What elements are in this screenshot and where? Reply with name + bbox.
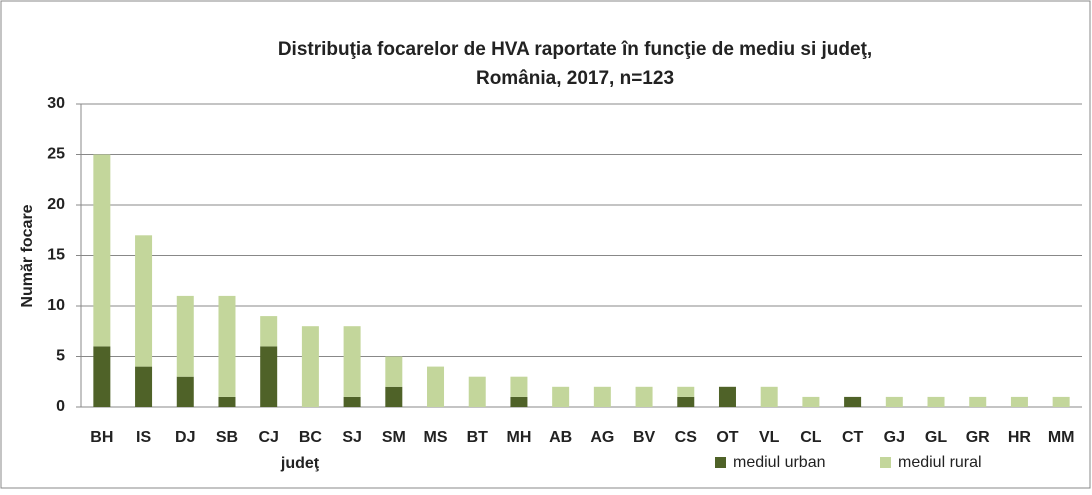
bar-segment: [593, 386, 611, 407]
bar-segment: [218, 295, 236, 397]
bar-segment: [718, 386, 736, 407]
bar-segment: [802, 396, 820, 407]
bar-segment: [218, 396, 236, 407]
x-tick-label: BH: [90, 429, 113, 446]
x-tick-label: DJ: [175, 429, 195, 446]
legend-swatch: [715, 457, 726, 468]
y-tick-label: 20: [47, 196, 65, 213]
x-tick-label: SJ: [342, 429, 362, 446]
x-tick-label: AG: [590, 429, 614, 446]
x-tick-label: OT: [716, 429, 738, 446]
chart-title: România, 2017, n=123: [476, 68, 674, 89]
x-tick-label: CJ: [258, 429, 278, 446]
y-axis-label: Număr focare: [19, 204, 36, 307]
bar-segment: [427, 366, 445, 407]
x-tick-label: VL: [759, 429, 780, 446]
bar-segment: [93, 346, 111, 407]
bar-segment: [760, 386, 778, 407]
bar-segment: [885, 396, 903, 407]
bar-segment: [1052, 396, 1070, 407]
bar-segment: [135, 235, 153, 367]
x-axis-label: judeţ: [280, 455, 320, 472]
x-tick-label: MS: [424, 429, 448, 446]
bar-segment: [385, 386, 403, 407]
bar-segment: [93, 154, 111, 347]
x-tick-label: AB: [549, 429, 572, 446]
bar-segment: [260, 316, 278, 347]
y-tick-label: 25: [47, 146, 65, 163]
legend-swatch: [880, 457, 891, 468]
y-tick-label: 5: [56, 348, 65, 365]
bar-segment: [176, 295, 194, 377]
bar-segment: [677, 396, 695, 407]
x-tick-label: CT: [842, 429, 864, 446]
y-tick-label: 15: [47, 247, 65, 264]
bar-segment: [677, 386, 695, 397]
legend-label: mediul urban: [733, 454, 826, 471]
y-tick-label: 0: [56, 398, 65, 415]
bar-segment: [301, 326, 319, 407]
bar-segment: [927, 396, 945, 407]
bar-segment: [343, 326, 361, 397]
x-tick-label: MM: [1048, 429, 1075, 446]
bar-segment: [510, 396, 528, 407]
bar-segment: [176, 376, 194, 407]
bar-segment: [385, 356, 403, 387]
x-tick-label: SM: [382, 429, 406, 446]
legend-label: mediul rural: [898, 454, 982, 471]
chart-title: Distribuţia focarelor de HVA raportate î…: [278, 39, 872, 60]
x-tick-label: HR: [1008, 429, 1032, 446]
x-tick-label: CS: [675, 429, 698, 446]
bar-segment: [969, 396, 987, 407]
x-tick-label: GR: [966, 429, 990, 446]
bar-segment: [1010, 396, 1028, 407]
bar-segment: [135, 366, 153, 407]
x-tick-label: BC: [299, 429, 323, 446]
x-tick-label: BT: [467, 429, 489, 446]
bar-segment: [510, 376, 528, 397]
x-tick-label: SB: [216, 429, 238, 446]
bar-segment: [844, 396, 862, 407]
x-tick-label: GL: [925, 429, 947, 446]
y-tick-label: 30: [47, 95, 65, 112]
y-tick-label: 10: [47, 297, 65, 314]
x-tick-label: IS: [136, 429, 151, 446]
bar-segment: [635, 386, 653, 407]
bar-segment: [552, 386, 570, 407]
x-tick-label: MH: [506, 429, 531, 446]
bar-segment: [260, 346, 278, 407]
x-tick-label: GJ: [884, 429, 905, 446]
x-tick-label: BV: [633, 429, 656, 446]
x-tick-label: CL: [800, 429, 822, 446]
bar-segment: [468, 376, 486, 407]
bar-segment: [343, 396, 361, 407]
